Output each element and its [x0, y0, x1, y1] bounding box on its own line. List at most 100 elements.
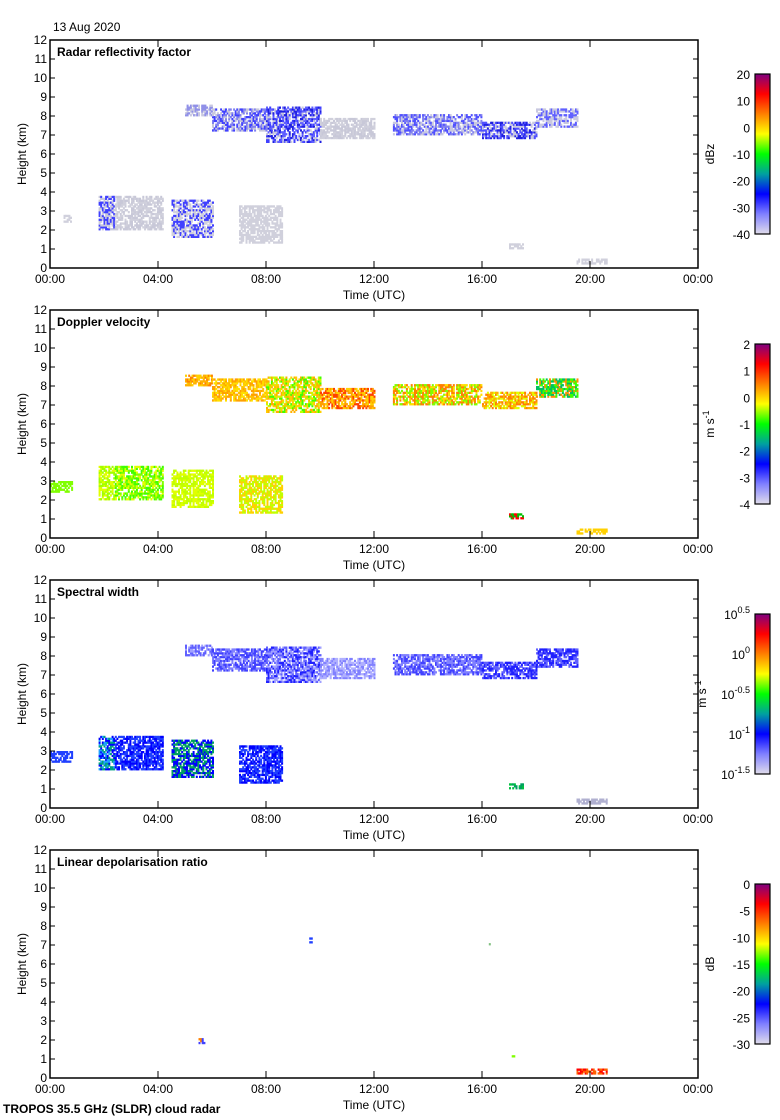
data-cell	[200, 228, 203, 231]
data-cell	[326, 125, 329, 128]
data-cell	[216, 378, 219, 381]
data-cell	[221, 393, 224, 396]
data-cell	[423, 397, 426, 400]
data-cell	[553, 123, 556, 126]
data-cell	[573, 112, 576, 115]
data-cell	[509, 125, 512, 128]
data-cell	[231, 117, 234, 121]
data-cell	[410, 129, 413, 132]
data-cell	[250, 220, 253, 223]
data-cell	[192, 226, 195, 229]
data-cell	[273, 209, 275, 212]
data-cell	[304, 389, 307, 393]
data-cell	[417, 116, 420, 119]
data-cell	[260, 239, 263, 242]
data-cell	[402, 133, 405, 136]
data-cell	[373, 125, 376, 128]
data-cell	[233, 129, 236, 132]
data-cell	[218, 386, 221, 389]
data-cell	[142, 226, 145, 229]
data-cell	[247, 108, 250, 111]
data-cell	[173, 228, 176, 231]
data-cell	[448, 386, 450, 389]
data-cell	[127, 195, 130, 199]
data-cell	[178, 201, 180, 204]
data-cell	[273, 205, 275, 208]
data-cell	[116, 224, 119, 227]
data-cell	[274, 393, 277, 396]
data-cell	[392, 125, 395, 128]
data-cell	[309, 391, 312, 394]
data-cell	[402, 386, 405, 389]
data-cell	[306, 380, 309, 383]
data-cell	[152, 218, 155, 221]
data-cell	[333, 119, 335, 123]
data-cell	[431, 389, 434, 393]
data-cell	[433, 127, 436, 130]
data-cell	[243, 212, 246, 216]
data-cell	[357, 393, 360, 396]
data-cell	[560, 110, 563, 113]
data-cell	[257, 110, 260, 113]
data-cell	[132, 212, 135, 216]
data-cell	[267, 131, 270, 134]
data-cell	[367, 395, 369, 398]
data-cell	[234, 384, 237, 387]
data-cell	[467, 119, 470, 123]
data-cell	[282, 135, 285, 138]
data-cell	[225, 382, 227, 385]
y-tick-label: 3	[40, 204, 47, 218]
data-cell	[493, 125, 496, 128]
y-tick-label: 0	[40, 261, 47, 275]
data-cell	[570, 123, 572, 126]
data-cell	[464, 121, 467, 124]
data-cell	[565, 114, 568, 117]
data-cell	[319, 397, 322, 400]
data-cell	[260, 209, 263, 212]
data-cell	[255, 216, 258, 219]
data-cell	[283, 125, 286, 128]
data-cell	[200, 203, 203, 206]
data-cell	[303, 386, 306, 389]
data-cell	[111, 205, 114, 208]
data-cell	[439, 395, 442, 398]
data-cell	[291, 125, 294, 128]
data-cell	[367, 117, 369, 121]
data-cell	[281, 235, 284, 238]
data-cell	[233, 116, 236, 119]
data-cell	[337, 389, 340, 393]
data-cell	[396, 117, 399, 121]
data-cell	[524, 131, 527, 134]
data-cell	[228, 110, 231, 113]
data-cell	[275, 393, 278, 396]
data-cell	[443, 125, 446, 128]
data-cell	[181, 209, 184, 212]
data-cell	[160, 214, 163, 218]
data-cell	[212, 114, 214, 117]
data-cell	[323, 397, 326, 400]
data-cell	[368, 136, 371, 140]
data-cell	[283, 127, 286, 130]
data-cell	[243, 218, 246, 221]
data-cell	[301, 112, 304, 115]
data-cell	[405, 114, 408, 117]
data-cell	[132, 211, 135, 214]
data-cell	[272, 389, 275, 393]
data-cell	[540, 123, 543, 126]
data-cell	[181, 212, 184, 216]
data-cell	[262, 125, 265, 128]
data-cell	[280, 131, 283, 134]
data-cell	[155, 220, 158, 223]
data-cell	[544, 110, 547, 113]
data-cell	[493, 129, 496, 132]
y-tick-label: 10	[34, 71, 48, 85]
data-cell	[121, 201, 124, 204]
data-cell	[549, 110, 551, 113]
data-cell	[258, 226, 261, 229]
data-cell	[570, 117, 572, 121]
data-cell	[428, 116, 431, 119]
data-cell	[460, 129, 463, 132]
data-cell	[478, 399, 481, 402]
data-cell	[296, 127, 299, 130]
data-cell	[344, 397, 347, 400]
